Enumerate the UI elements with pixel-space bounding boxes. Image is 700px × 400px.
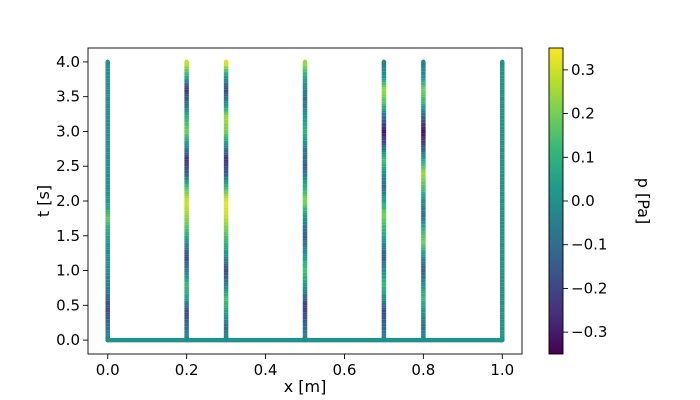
y-tick-label: 3.0 (56, 122, 80, 140)
x-axis-label: x [m] (284, 377, 327, 396)
y-axis: 0.0 0.5 1.0 1.5 2.0 2.5 3.0 3.5 4.0 (56, 53, 88, 349)
y-tick-label: 3.5 (56, 88, 80, 106)
y-tick-label: 4.0 (56, 53, 80, 71)
colorbar-tick-label: −0.2 (571, 279, 607, 297)
x-tick-label: 0.4 (254, 361, 278, 379)
y-tick-label: 2.0 (56, 192, 80, 210)
y-axis-label: t [s] (34, 185, 53, 217)
y-tick-label: 2.5 (56, 157, 80, 175)
colorbar-tick-label: 0.0 (571, 192, 595, 210)
colorbar-tick-label: 0.3 (571, 61, 595, 79)
x-tick-label: 0.8 (411, 361, 435, 379)
x-tick-label: 0.0 (96, 361, 120, 379)
colorbar-tick-label: −0.3 (571, 323, 607, 341)
y-tick-label: 0.0 (56, 331, 80, 349)
colorbar-tick-label: 0.1 (571, 148, 595, 166)
colorbar-tick-label: −0.1 (571, 236, 607, 254)
colorbar (548, 47, 564, 355)
x-tick-label: 0.2 (175, 361, 199, 379)
x-tick-label: 0.6 (333, 361, 357, 379)
colorbar-tick-label: 0.2 (571, 105, 595, 123)
colorbar-label: p [Pa] (634, 178, 653, 224)
x-axis: 0.0 0.2 0.4 0.6 0.8 1.0 (96, 354, 514, 379)
x-tick-label: 1.0 (490, 361, 514, 379)
y-tick-label: 1.0 (56, 262, 80, 280)
y-tick-label: 0.5 (56, 296, 80, 314)
plot-marks (105, 59, 505, 343)
colorbar-ticks: −0.3 −0.2 −0.1 0.0 0.1 0.2 0.3 (563, 61, 607, 341)
y-tick-label: 1.5 (56, 227, 80, 245)
